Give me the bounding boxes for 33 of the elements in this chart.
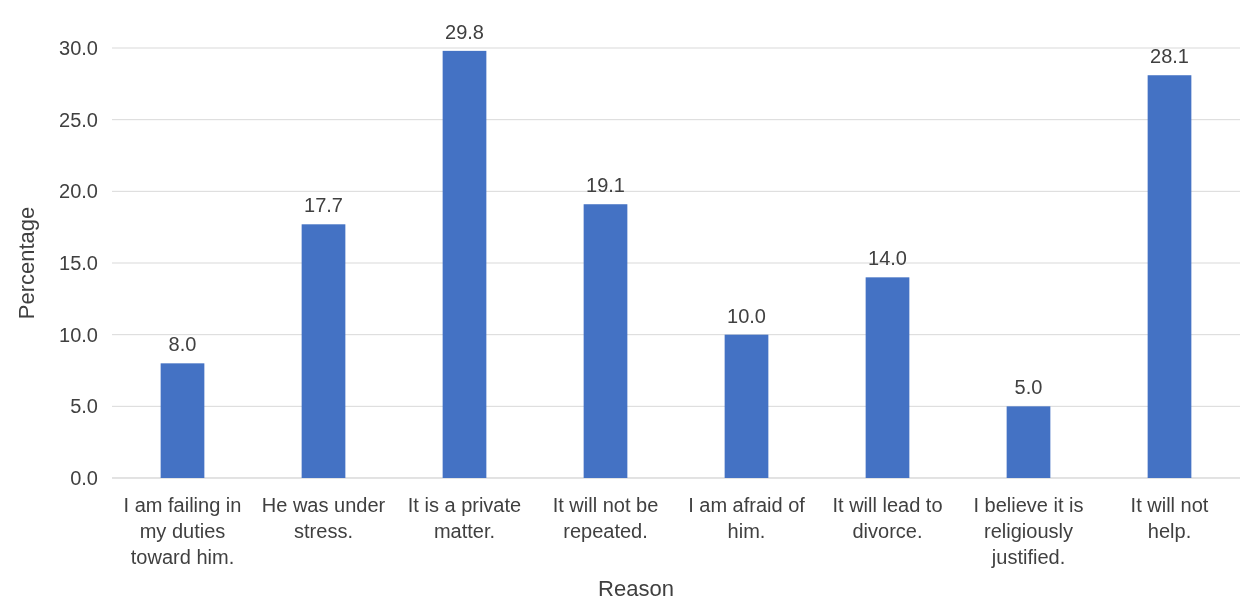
data-label: 28.1 xyxy=(1150,45,1189,68)
y-axis-title: Percentage xyxy=(14,206,39,320)
bar xyxy=(865,277,910,478)
x-tick-label: I am afraid of him. xyxy=(688,494,806,542)
y-tick-label: 10.0 xyxy=(59,323,98,346)
bar xyxy=(1006,406,1051,478)
y-tick-label: 0.0 xyxy=(70,467,98,489)
x-tick-label: I am failing in my duties toward him. xyxy=(123,494,242,568)
x-tick-label: It will not be repeated. xyxy=(552,494,659,542)
y-tick-label: 25.0 xyxy=(59,108,98,131)
bar xyxy=(160,363,205,478)
x-tick-label: It will not help. xyxy=(1130,494,1209,542)
y-tick-label: 30.0 xyxy=(59,37,98,59)
data-label: 8.0 xyxy=(168,333,197,356)
bar xyxy=(442,50,487,478)
data-label: 19.1 xyxy=(586,174,625,197)
x-tick-label: He was under stress. xyxy=(261,494,386,542)
y-tick-label: 5.0 xyxy=(70,395,98,418)
data-label: 17.7 xyxy=(304,194,343,217)
data-label: 5.0 xyxy=(1014,376,1043,399)
y-tick-label: 20.0 xyxy=(59,180,98,203)
bar xyxy=(301,224,346,478)
bar xyxy=(724,334,769,478)
x-tick-label: I believe it is religiously justified. xyxy=(973,494,1084,568)
y-tick-label: 15.0 xyxy=(59,252,98,274)
data-label: 10.0 xyxy=(727,304,766,327)
x-tick-label: It will lead to divorce. xyxy=(832,494,943,542)
data-label: 14.0 xyxy=(868,247,907,270)
x-axis-title: Reason xyxy=(598,576,674,600)
x-tick-label: It is a private matter. xyxy=(407,494,522,542)
bar xyxy=(583,204,628,478)
data-label: 29.8 xyxy=(445,20,484,43)
bar xyxy=(1147,75,1192,478)
